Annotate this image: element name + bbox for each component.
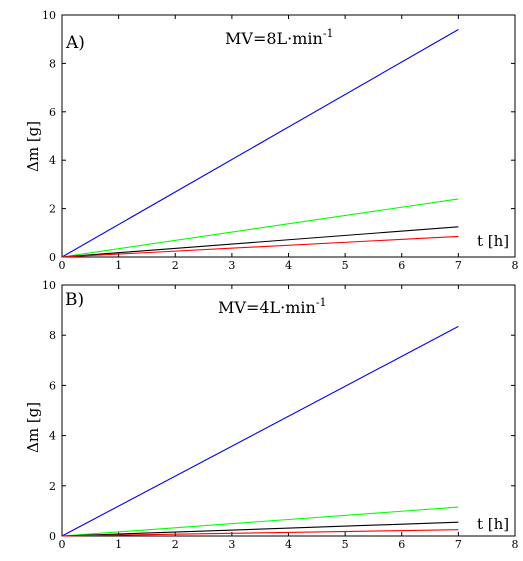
panel-b-ticks: 0 1 2 3 4 5 6 7 8 0 2 4 6 8 10 xyxy=(42,279,519,551)
panel-b-condition-sup: -1 xyxy=(316,296,327,309)
panel-b-series-line-1 xyxy=(61,325,459,537)
panel-b-y-tick-label: 0 xyxy=(49,530,56,543)
panel-b-x-tick-label: 0 xyxy=(59,538,66,551)
panel-a-y-tick-label: 10 xyxy=(42,9,56,22)
panel-a-y-tick-label: 8 xyxy=(49,57,56,70)
panel-b-x-tick-label: 5 xyxy=(342,538,349,551)
panel-b-x-tick-label: 4 xyxy=(285,538,292,551)
panel-a-series-line-3 xyxy=(61,226,459,258)
panel-a-ylabel: Δm [g] xyxy=(24,121,42,172)
panel-a-condition-sup: -1 xyxy=(323,27,334,40)
panel-b-x-tick-label: 3 xyxy=(228,538,235,551)
panel-a-series-line-4 xyxy=(61,235,459,258)
panel-a-x-tick-label: 0 xyxy=(59,259,66,272)
panel-a-plot-area xyxy=(61,14,516,258)
panel-a-x-tick-label: 2 xyxy=(172,259,179,272)
panel-b-x-tick-label: 1 xyxy=(115,538,122,551)
panel-b-label: B) xyxy=(65,290,84,310)
panel-a-x-tick-label: 6 xyxy=(398,259,405,272)
panel-b-condition: MV=4L·min-1 xyxy=(218,296,327,317)
panel-b-x-tick-label: 8 xyxy=(512,538,519,551)
panel-a-x-tick-label: 5 xyxy=(342,259,349,272)
panel-a-series xyxy=(61,29,459,258)
panel-a-x-tick-label: 7 xyxy=(455,259,462,272)
panel-b-plot-area xyxy=(61,284,516,537)
panel-a-condition-text: MV=8L·min xyxy=(225,29,323,48)
panel-a-y-tick-label: 6 xyxy=(49,106,56,119)
panel-b-series-line-3 xyxy=(61,521,459,537)
panel-a-ticks: 0 1 2 3 4 5 6 7 8 0 2 4 6 8 10 xyxy=(42,9,519,272)
panel-b-xlabel: t [h] xyxy=(477,515,509,533)
panel-a-condition: MV=8L·min-1 xyxy=(225,27,334,48)
panel-b-y-tick-label: 8 xyxy=(49,329,56,342)
panel-b-x-tick-label: 7 xyxy=(455,538,462,551)
panel-b: 0 1 2 3 4 5 6 7 8 0 2 4 6 8 10 B) MV=4L·min-1 t [h] Δm… xyxy=(24,279,519,551)
panel-a-y-tick-label: 0 xyxy=(49,251,56,264)
panel-a-label: A) xyxy=(65,33,85,53)
panel-b-y-tick-label: 10 xyxy=(42,279,56,292)
panel-a-x-tick-label: 4 xyxy=(285,259,292,272)
panel-a-x-tick-label: 1 xyxy=(115,259,122,272)
panel-a-x-tick-label: 3 xyxy=(228,259,235,272)
panel-a-series-line-1 xyxy=(61,29,459,258)
panel-a-y-tick-label: 2 xyxy=(49,203,56,216)
panel-a-x-tick-label: 8 xyxy=(512,259,519,272)
panel-a-y-tick-label: 4 xyxy=(49,154,56,167)
panel-b-y-tick-label: 6 xyxy=(49,379,56,392)
panel-b-y-tick-label: 4 xyxy=(49,430,56,443)
panel-b-x-tick-label: 6 xyxy=(398,538,405,551)
panel-b-series xyxy=(61,325,459,537)
panel-a-series-line-2 xyxy=(61,198,459,258)
panel-b-ylabel: Δm [g] xyxy=(24,402,42,453)
panel-b-condition-text: MV=4L·min xyxy=(218,298,316,317)
panel-a: 0 1 2 3 4 5 6 7 8 0 2 4 6 8 10 A) MV=8L·min-1 t [h] Δm… xyxy=(24,9,519,272)
panel-b-series-line-2 xyxy=(61,506,459,537)
panel-b-x-tick-label: 2 xyxy=(172,538,179,551)
panel-a-xlabel: t [h] xyxy=(477,232,509,250)
panel-b-series-line-4 xyxy=(61,529,459,537)
panel-b-y-tick-label: 2 xyxy=(49,480,56,493)
